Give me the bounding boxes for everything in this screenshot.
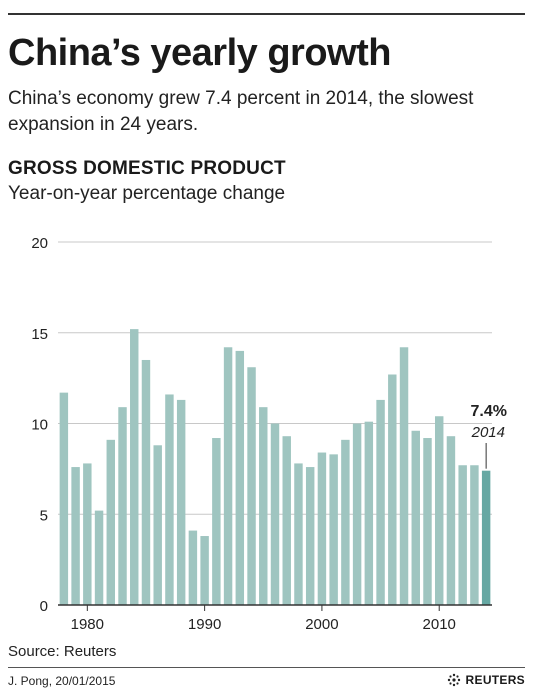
bar-2003 (352, 423, 362, 605)
bar-1983 (118, 407, 127, 605)
bar-1979 (71, 467, 80, 605)
bar-1999 (305, 467, 315, 605)
bar-2014 (481, 470, 491, 605)
bar-2004 (364, 421, 374, 605)
logo-text: REUTERS (465, 673, 525, 687)
y-tick-label: 10 (31, 417, 48, 434)
y-tick-label: 0 (40, 598, 48, 615)
reuters-logo: REUTERS (446, 672, 525, 688)
bar-1980 (83, 463, 92, 605)
x-tick-label: 1990 (188, 616, 221, 633)
credit-line: J. Pong, 20/01/2015 (8, 674, 116, 688)
axis-layer: 0 5 10 15 20 1980 1990 2000 2010 (31, 235, 492, 633)
bar-2006 (388, 374, 397, 605)
y-tick-label: 20 (31, 235, 48, 252)
bar-1996 (270, 423, 280, 605)
bar-1998 (294, 463, 303, 605)
bar-1992 (223, 347, 233, 605)
bar-2007 (399, 347, 409, 605)
bar-1978 (59, 392, 69, 605)
bar-1982 (106, 439, 116, 605)
y-tick-label: 15 (31, 326, 48, 343)
bars-layer (59, 329, 491, 605)
gdp-bar-chart: 0 5 10 15 20 1980 1990 2000 2010 7.4% 2014 (31, 235, 507, 633)
bar-1984 (130, 329, 139, 605)
x-tick-label: 1980 (71, 616, 104, 633)
chart-title: GROSS DOMESTIC PRODUCT (8, 158, 286, 179)
top-rule (8, 13, 525, 15)
x-tick-label: 2000 (305, 616, 338, 633)
bar-1997 (282, 436, 291, 605)
annotation-year: 2014 (471, 424, 505, 441)
bar-2001 (329, 454, 338, 605)
bar-2009 (423, 438, 432, 605)
annotation-value: 7.4% (471, 403, 507, 420)
bar-1985 (141, 359, 151, 605)
bar-1993 (235, 350, 245, 605)
bar-1986 (153, 445, 162, 605)
bar-1987 (165, 394, 174, 605)
bar-2005 (376, 399, 385, 605)
bar-2002 (341, 439, 350, 605)
bar-2013 (470, 465, 479, 605)
y-tick-label: 5 (40, 507, 48, 524)
page-subtitle: China’s economy grew 7.4 percent in 2014… (8, 88, 474, 135)
bar-1994 (247, 367, 256, 605)
bar-1989 (188, 530, 198, 605)
bar-1995 (259, 407, 268, 605)
bar-2008 (411, 430, 420, 605)
bar-2000 (317, 452, 327, 605)
bar-2011 (446, 436, 456, 605)
reuters-dots-icon (447, 673, 460, 687)
source-note: Source: Reuters (8, 643, 117, 660)
bar-2012 (458, 465, 467, 605)
bar-1990 (200, 536, 209, 605)
annotation-layer: 7.4% 2014 (471, 403, 507, 469)
bar-1988 (176, 399, 186, 605)
bar-1981 (94, 510, 104, 605)
bar-2010 (434, 416, 444, 605)
chart-subtitle: Year-on-year percentage change (8, 183, 286, 204)
x-tick-label: 2010 (423, 616, 456, 633)
page-title: China’s yearly growth (8, 32, 391, 74)
bottom-rule (8, 667, 525, 668)
bar-1991 (212, 438, 221, 605)
